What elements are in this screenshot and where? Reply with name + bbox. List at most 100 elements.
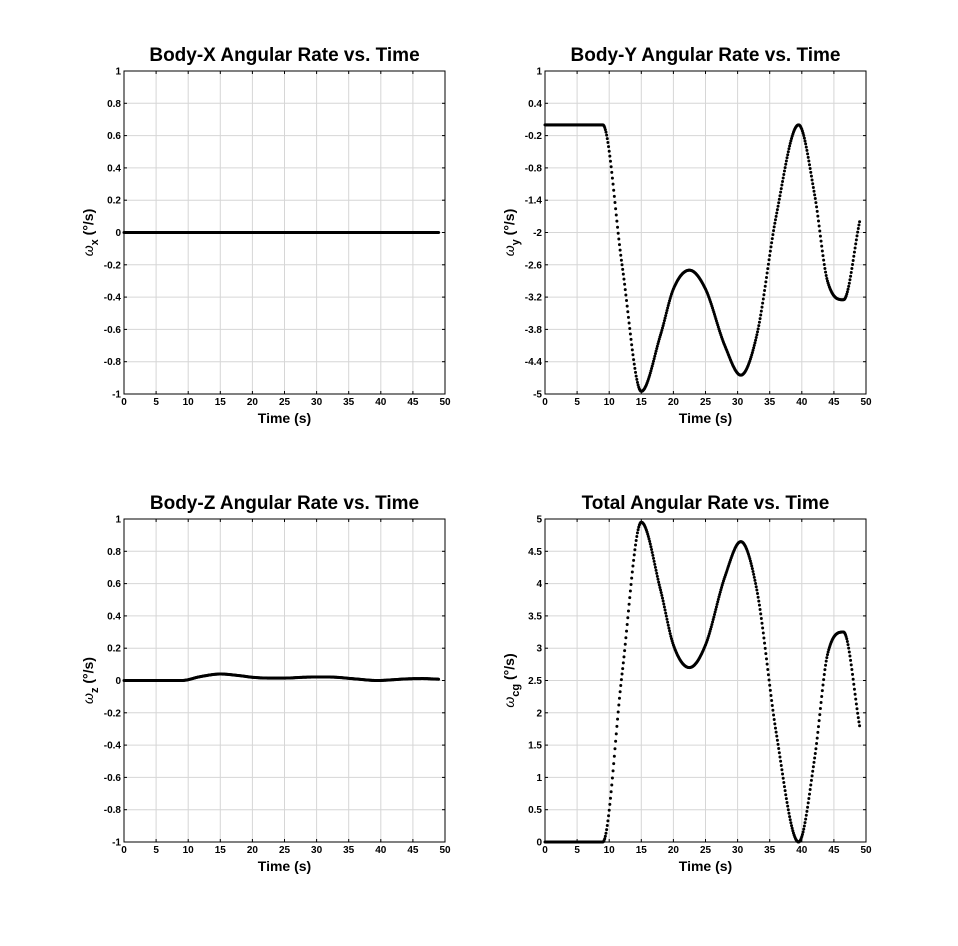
data-point (783, 789, 787, 793)
x-tick-label: 25 (279, 845, 291, 856)
x-tick-label: 5 (574, 845, 580, 856)
data-point (652, 556, 655, 560)
data-point (620, 263, 624, 267)
x-tick-label: 25 (700, 845, 712, 856)
data-point (632, 362, 636, 366)
data-point (804, 142, 808, 146)
data-point (818, 234, 822, 238)
y-tick-label: -4.4 (525, 357, 543, 368)
data-point (661, 599, 665, 603)
data-point (851, 672, 855, 676)
data-point (788, 818, 792, 822)
data-point (766, 262, 770, 266)
data-point (768, 249, 772, 253)
data-point (759, 313, 763, 317)
data-point (623, 288, 627, 292)
data-point (652, 357, 656, 361)
data-point (653, 354, 657, 358)
data-point (712, 615, 716, 619)
data-point (855, 234, 859, 238)
y-tick-label: 3 (536, 644, 542, 655)
data-point (618, 690, 622, 694)
x-tick-label: 30 (311, 397, 323, 408)
data-point (811, 186, 815, 190)
y-tick-label: -3.8 (525, 325, 543, 336)
data-point (757, 603, 761, 607)
data-point (824, 274, 828, 278)
data-point (659, 588, 663, 592)
data-point (609, 165, 613, 169)
data-point (756, 592, 759, 596)
data-point (650, 364, 654, 368)
y-tick-label: -0.6 (104, 773, 122, 784)
x-axis-label: Time (s) (258, 410, 311, 426)
data-point (613, 201, 617, 205)
y-tick-label: 1 (115, 515, 121, 526)
data-point (767, 678, 771, 682)
data-point (648, 371, 652, 375)
data-point (825, 653, 829, 657)
y-tick-label: 0.8 (107, 547, 121, 558)
data-point (777, 197, 781, 201)
data-point (809, 174, 813, 178)
data-point (852, 250, 856, 254)
x-tick-label: 0 (542, 845, 548, 856)
data-series (543, 123, 862, 393)
data-point (621, 667, 625, 671)
data-point (763, 646, 767, 650)
y-tick-label: 3.5 (528, 611, 542, 622)
chart-title: Body-Y Angular Rate vs. Time (571, 45, 841, 66)
data-point (813, 193, 817, 197)
data-point (608, 796, 612, 800)
data-point (634, 370, 638, 374)
data-point (617, 696, 621, 700)
data-point (663, 608, 667, 612)
data-point (766, 673, 770, 677)
data-point (660, 596, 664, 600)
data-point (758, 607, 762, 611)
data-point (845, 292, 849, 296)
data-point (818, 229, 822, 233)
data-point (630, 576, 634, 580)
data-point (812, 189, 816, 193)
data-point (858, 724, 862, 728)
data-point (633, 548, 637, 552)
data-point (646, 535, 650, 539)
data-point (628, 327, 632, 331)
data-point (607, 814, 611, 818)
data-point (754, 336, 758, 340)
x-tick-label: 10 (604, 397, 616, 408)
data-point (814, 747, 818, 751)
data-point (630, 343, 634, 347)
y-axis-label: ωy (°/s) (501, 209, 522, 257)
y-tick-label: 0.4 (107, 611, 121, 622)
data-point (664, 611, 668, 615)
data-point (801, 830, 805, 834)
data-point (621, 272, 625, 276)
data-point (630, 348, 634, 352)
data-point (632, 558, 636, 562)
data-point (804, 817, 808, 821)
data-point (654, 349, 658, 353)
x-tick-label: 30 (732, 845, 744, 856)
data-point (759, 616, 763, 620)
data-point (816, 725, 820, 729)
data-point (854, 697, 858, 701)
data-point (770, 237, 774, 241)
y-tick-label: 0.2 (107, 644, 121, 655)
data-point (603, 834, 607, 838)
data-point (616, 710, 620, 714)
data-point (801, 131, 805, 135)
data-point (771, 233, 775, 237)
data-point (816, 214, 820, 218)
data-point (789, 139, 793, 143)
data-point (790, 824, 794, 828)
data-point (628, 589, 632, 593)
data-point (802, 134, 806, 138)
data-point (851, 677, 855, 681)
y-tick-label: -1 (112, 390, 121, 401)
data-point (808, 167, 812, 171)
data-point (628, 332, 632, 336)
y-tick-label: 1 (536, 773, 542, 784)
